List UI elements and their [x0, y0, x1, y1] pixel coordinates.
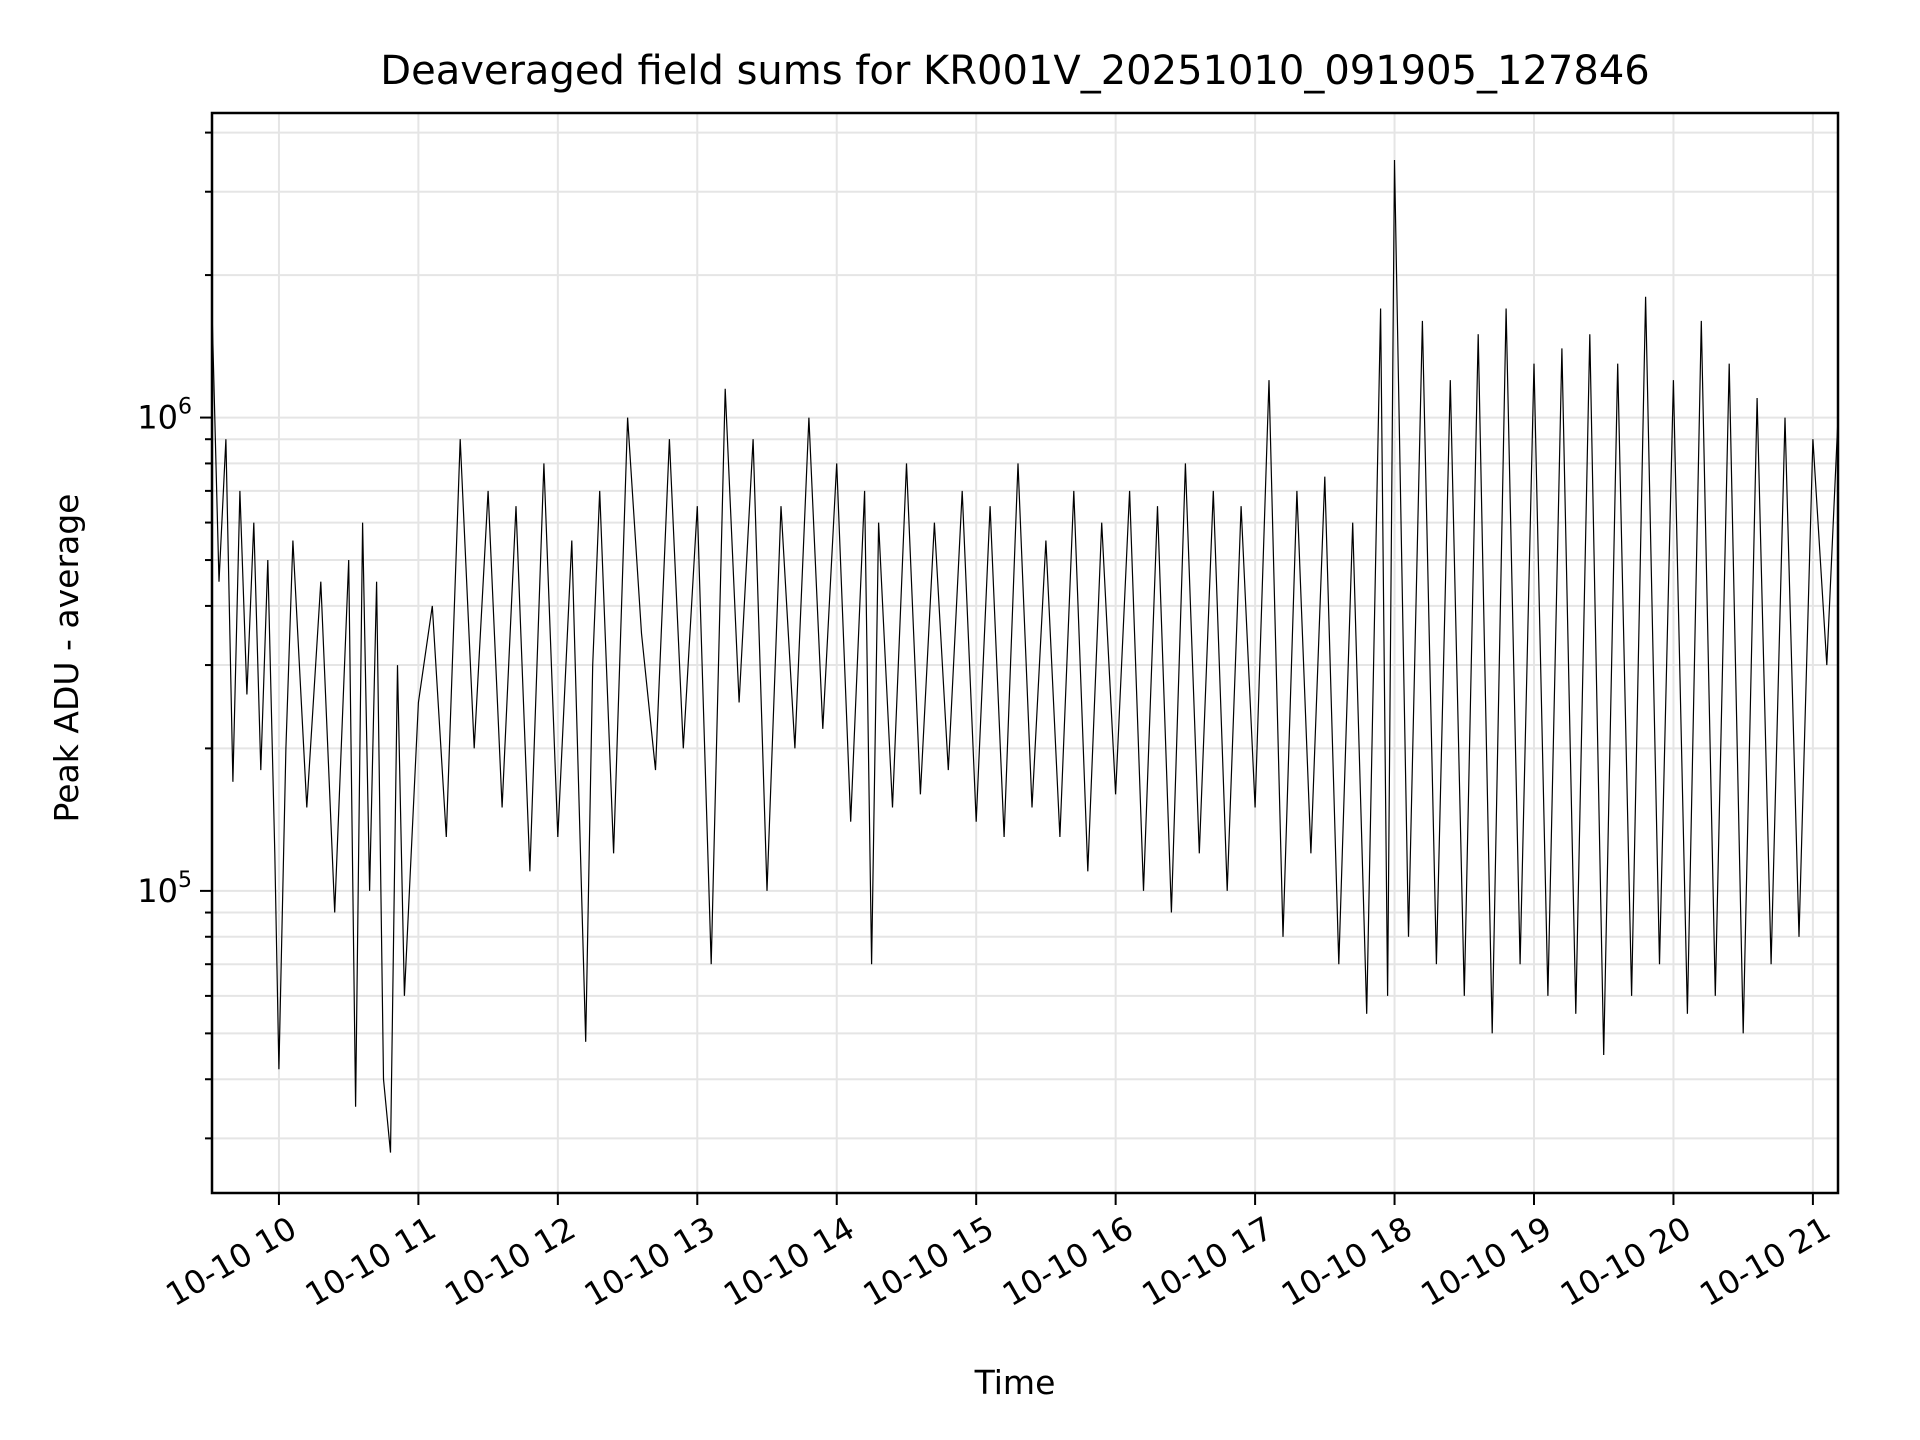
y-axis-label: Peak ADU - average — [47, 494, 86, 823]
x-tick-label: 10-10 18 — [1275, 1209, 1419, 1314]
x-tick-label: 10-10 15 — [857, 1209, 1001, 1314]
y-tick-label-exponent: 5 — [178, 868, 192, 893]
x-tick-label: 10-10 19 — [1414, 1209, 1558, 1314]
y-tick-label: 106 — [137, 395, 192, 437]
grid — [212, 113, 1838, 1193]
y-tick-label-base: 10 — [137, 872, 178, 910]
x-tick-label: 10-10 20 — [1554, 1209, 1698, 1314]
x-tick-label: 10-10 13 — [578, 1209, 722, 1314]
series-line — [211, 159, 1839, 1153]
x-tick-label: 10-10 21 — [1693, 1209, 1837, 1314]
x-axis-label: Time — [974, 1363, 1056, 1402]
y-tick-label-base: 10 — [137, 399, 178, 437]
y-tick-label: 105 — [137, 868, 192, 910]
x-tick-label: 10-10 16 — [996, 1209, 1140, 1314]
plot-frame — [210, 111, 1840, 1195]
x-tick-label: 10-10 14 — [717, 1209, 861, 1314]
x-tick-label: 10-10 11 — [299, 1209, 443, 1314]
x-tick-label: 10-10 10 — [159, 1209, 303, 1314]
y-tick-label-exponent: 6 — [178, 395, 192, 420]
chart-title: Deaveraged field sums for KR001V_2025101… — [380, 48, 1649, 94]
x-tick-label: 10-10 17 — [1135, 1209, 1279, 1314]
x-tick-label: 10-10 12 — [438, 1209, 582, 1314]
